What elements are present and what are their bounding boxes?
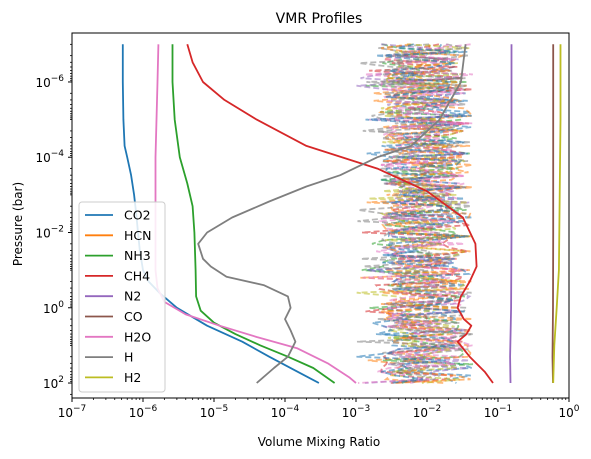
legend-label-nh3: NH3 — [124, 248, 151, 263]
series-line-h — [197, 44, 467, 384]
legend-label-h: H — [124, 350, 133, 365]
y-axis-title: Pressure (bar) — [11, 182, 25, 266]
x-tick-label: 10−1 — [484, 404, 513, 420]
legend: CO2 HCN NH3 CH4 N2 CO H2O H H2 — [78, 201, 166, 393]
dashed-profile-4 — [356, 43, 472, 384]
legend-box — [78, 201, 166, 393]
dashed-profile-2 — [361, 43, 474, 384]
x-tick-label: 100 — [558, 404, 579, 420]
y-tick-label: 10−2 — [35, 224, 64, 240]
legend-label-co: CO — [124, 309, 143, 324]
plot-frame — [71, 32, 570, 399]
legend-label-co2: CO2 — [124, 208, 151, 223]
legend-label-h2o: H2O — [124, 329, 151, 344]
x-tick-label: 10−7 — [58, 404, 87, 420]
dashed-profiles-layer — [356, 43, 475, 384]
dashed-profile-7 — [356, 43, 472, 384]
series-line-ch4 — [186, 44, 494, 384]
y-tick-label: 10−4 — [35, 149, 64, 165]
series-line-h2 — [552, 44, 562, 384]
x-tick-label: 10−2 — [413, 404, 442, 420]
legend-label-h2: H2 — [124, 370, 141, 385]
legend-label-ch4: CH4 — [124, 268, 150, 283]
y-tick-label: 102 — [43, 375, 64, 391]
legend-label-n2: N2 — [124, 289, 141, 304]
series-line-co — [551, 44, 555, 384]
axes-layer: 10−7 10−6 10−5 10−4 10−3 10−2 10−1 100 10−6 10−4 1… — [35, 43, 580, 420]
x-tick-label: 10−4 — [271, 404, 300, 420]
legend-label-hcn: HCN — [124, 228, 151, 243]
x-axis-title: Volume Mixing Ratio — [258, 435, 380, 449]
y-tick-label: 100 — [43, 300, 64, 316]
x-tick-label: 10−6 — [129, 404, 158, 420]
series-line-n2 — [509, 44, 513, 384]
dashed-profile-1 — [360, 44, 475, 384]
dashed-profile-11 — [356, 43, 472, 384]
x-tick-label: 10−3 — [342, 404, 371, 420]
chart-title: VMR Profiles — [276, 11, 363, 27]
series-line-nh3 — [171, 44, 336, 384]
y-tick-label: 10−6 — [35, 74, 64, 90]
x-tick-label: 10−5 — [200, 404, 229, 420]
